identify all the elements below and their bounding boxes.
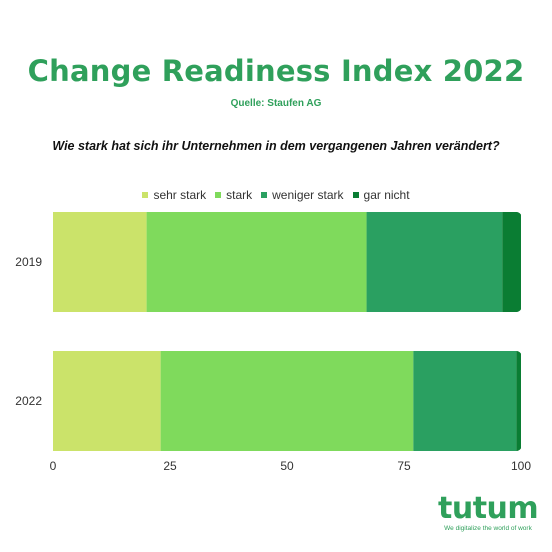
logo-tagline: We digitalize the world of work	[444, 525, 532, 532]
x-tick-label-50: 50	[280, 459, 294, 473]
x-tick-label-25: 25	[163, 459, 177, 473]
legend-swatch	[215, 192, 222, 198]
legend-swatch	[142, 192, 149, 198]
legend-item-weniger-stark: weniger stark	[261, 188, 344, 202]
legend-swatch	[352, 192, 359, 198]
bar-segment-2022-sehr-stark	[53, 351, 161, 451]
category-label-2022: 2022	[15, 394, 42, 408]
legend-item-gar-nicht: gar nicht	[352, 188, 410, 202]
chart-source: Quelle: Staufen AG	[230, 98, 322, 109]
tutum-logo: tutum ® We digitalize the world of work	[438, 491, 539, 533]
bar-segment-2019-stark	[146, 212, 367, 312]
legend-swatch	[261, 192, 268, 198]
legend-label: sehr stark	[153, 188, 207, 202]
category-label-2019: 2019	[15, 255, 42, 269]
chart-question: Wie stark hat sich ihr Unternehmen in de…	[52, 139, 500, 153]
bar-segment-2022-gar-nicht	[516, 351, 521, 451]
legend-label: weniger stark	[272, 188, 344, 202]
x-tick-label-75: 75	[397, 459, 411, 473]
legend-label: stark	[226, 188, 253, 202]
bar-segment-2019-weniger-stark	[366, 212, 503, 312]
logo-wordmark: tutum ®	[438, 491, 539, 526]
legend-item-stark: stark	[215, 188, 252, 202]
legend-label: gar nicht	[363, 188, 410, 202]
bar-segment-2022-stark	[160, 351, 414, 451]
x-tick-label-100: 100	[511, 459, 531, 473]
bar-segment-2019-gar-nicht	[502, 212, 521, 312]
chart-legend: sehr stark stark weniger stark gar nicht	[0, 188, 552, 202]
bar-segment-2019-sehr-stark	[53, 212, 147, 312]
legend-item-sehr-stark: sehr stark	[142, 188, 206, 202]
x-tick-label-0: 0	[50, 459, 57, 473]
chart-title: Change Readiness Index 2022	[27, 54, 525, 88]
bar-segment-2022-weniger-stark	[413, 351, 517, 451]
